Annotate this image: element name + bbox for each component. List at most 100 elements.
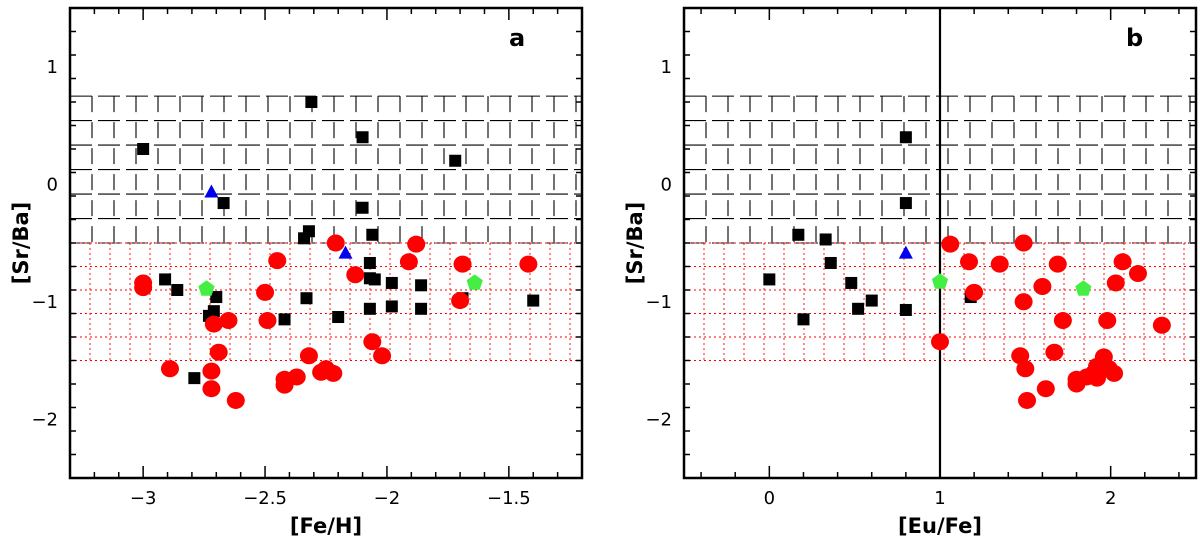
data-point-circle bbox=[1036, 380, 1055, 398]
panel-a-ticks: −3 −2.5 −2 −1.5 −2 −1 0 1 bbox=[31, 7, 583, 509]
data-point-square bbox=[137, 143, 150, 155]
data-point-triangle bbox=[204, 184, 219, 198]
data-point-square bbox=[159, 273, 172, 286]
data-point-circle bbox=[1033, 277, 1052, 295]
data-point-square bbox=[363, 302, 376, 315]
data-point-circle bbox=[1018, 391, 1037, 409]
data-point-square bbox=[819, 233, 832, 246]
data-point-square bbox=[217, 197, 230, 210]
data-point-circle bbox=[965, 283, 984, 301]
data-point-square bbox=[385, 300, 398, 313]
data-point-square bbox=[300, 292, 313, 305]
data-point-pentagon bbox=[1075, 280, 1092, 296]
panel-b: 0 1 2 −2 −1 0 1 b [Eu/Fe] [Sr/Ba] bbox=[623, 6, 1198, 538]
data-point-circle bbox=[451, 292, 470, 310]
panel-b-points bbox=[763, 131, 1171, 409]
data-point-circle bbox=[268, 252, 287, 270]
data-point-circle bbox=[1048, 255, 1067, 273]
data-point-square bbox=[278, 313, 291, 326]
y-tick-label: −2 bbox=[31, 409, 58, 430]
data-point-circle bbox=[1014, 234, 1033, 252]
panel-b-regions bbox=[684, 8, 1196, 478]
panel-b-y-axis-label: [Sr/Ba] bbox=[623, 202, 647, 285]
data-point-circle bbox=[160, 360, 179, 378]
data-point-square bbox=[415, 302, 428, 315]
data-point-square bbox=[332, 311, 345, 324]
x-tick-label: −2 bbox=[374, 488, 401, 509]
panel-a-region-lower bbox=[70, 242, 582, 361]
data-point-square bbox=[188, 372, 201, 385]
data-point-circle bbox=[373, 347, 392, 365]
data-point-square bbox=[792, 228, 805, 241]
data-point-circle bbox=[1045, 343, 1064, 361]
x-tick-label: −1.5 bbox=[487, 488, 531, 509]
y-tick-label: −1 bbox=[645, 292, 672, 313]
data-point-pentagon bbox=[466, 274, 483, 290]
data-point-square bbox=[824, 256, 837, 269]
panel-b-label: b bbox=[1126, 24, 1143, 52]
data-point-circle bbox=[1011, 347, 1030, 365]
data-point-circle bbox=[1014, 293, 1033, 311]
y-tick-label: −2 bbox=[645, 409, 672, 430]
data-point-square bbox=[899, 197, 912, 210]
data-point-square bbox=[298, 232, 311, 245]
panel-a-regions bbox=[70, 95, 582, 361]
data-point-square bbox=[797, 313, 810, 326]
data-point-square bbox=[845, 276, 858, 289]
data-point-circle bbox=[363, 333, 382, 351]
x-tick-label: 1 bbox=[934, 488, 945, 509]
data-point-square bbox=[356, 131, 369, 144]
data-point-circle bbox=[134, 279, 153, 297]
data-point-triangle bbox=[338, 245, 353, 259]
data-point-circle bbox=[202, 362, 221, 380]
data-point-circle bbox=[1106, 274, 1125, 292]
data-point-circle bbox=[287, 368, 306, 386]
y-tick-label: −1 bbox=[31, 292, 58, 313]
panel-a-points bbox=[134, 96, 540, 409]
x-tick-label: 0 bbox=[764, 488, 775, 509]
data-point-circle bbox=[1128, 265, 1147, 283]
data-point-circle bbox=[1113, 253, 1132, 271]
data-point-circle bbox=[1053, 312, 1072, 330]
data-point-square bbox=[385, 276, 398, 289]
data-point-circle bbox=[990, 255, 1009, 273]
data-point-square bbox=[899, 303, 912, 316]
data-point-circle bbox=[346, 266, 365, 284]
data-point-pentagon bbox=[198, 280, 215, 296]
data-point-square bbox=[899, 131, 912, 144]
data-point-circle bbox=[256, 283, 275, 301]
data-point-circle bbox=[299, 347, 318, 365]
data-point-square bbox=[763, 273, 776, 286]
data-point-circle bbox=[204, 315, 223, 333]
panel-a: −3 −2.5 −2 −1.5 −2 −1 0 1 a [Fe/H] [Sr/Ba] bbox=[9, 6, 584, 538]
x-tick-label: 2 bbox=[1105, 488, 1116, 509]
data-point-square bbox=[210, 291, 223, 304]
data-point-circle bbox=[1105, 364, 1124, 382]
x-tick-label: −3 bbox=[130, 488, 157, 509]
data-point-square bbox=[527, 294, 540, 307]
data-point-circle bbox=[931, 333, 949, 351]
data-point-square bbox=[415, 279, 428, 292]
data-point-pentagon bbox=[931, 273, 949, 289]
panel-b-x-axis-label: [Eu/Fe] bbox=[898, 514, 982, 538]
y-tick-label: 1 bbox=[47, 57, 58, 78]
y-tick-label: 0 bbox=[661, 174, 672, 195]
panel-a-label: a bbox=[509, 24, 525, 52]
panel-b-ticks: 0 1 2 −2 −1 0 1 bbox=[645, 7, 1196, 509]
data-point-square bbox=[366, 228, 379, 241]
panel-a-region-upper bbox=[70, 95, 582, 244]
data-point-square bbox=[356, 201, 369, 214]
data-point-triangle bbox=[898, 245, 913, 259]
data-point-square bbox=[852, 302, 865, 315]
data-point-circle bbox=[519, 255, 538, 273]
data-point-circle bbox=[960, 253, 979, 271]
data-point-circle bbox=[1088, 369, 1107, 387]
data-point-circle bbox=[1098, 312, 1117, 330]
data-point-square bbox=[363, 256, 376, 269]
panel-a-y-axis-label: [Sr/Ba] bbox=[9, 202, 33, 285]
y-tick-label: 0 bbox=[47, 174, 58, 195]
data-point-circle bbox=[226, 391, 245, 409]
data-point-square bbox=[449, 154, 462, 167]
